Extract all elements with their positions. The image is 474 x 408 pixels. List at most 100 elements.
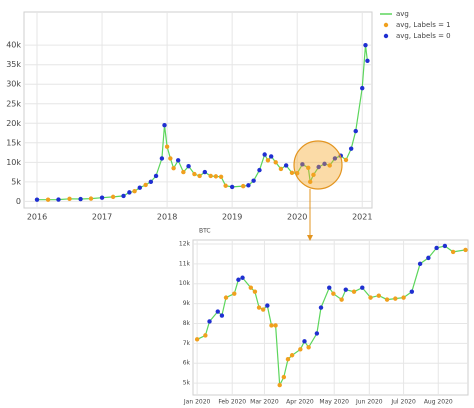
marker bbox=[164, 144, 170, 149]
marker bbox=[285, 357, 291, 362]
x-tick-label: Feb 2020 bbox=[218, 399, 246, 406]
marker bbox=[348, 146, 354, 151]
y-tick-label: 8k bbox=[183, 320, 191, 327]
marker bbox=[281, 374, 287, 380]
x-tick-label: 2021 bbox=[352, 213, 372, 222]
legend-label: avg, Labels = 1 bbox=[396, 21, 451, 29]
y-tick-label: 9k bbox=[183, 300, 191, 307]
marker bbox=[302, 339, 307, 344]
plot-frame bbox=[192, 239, 469, 396]
marker bbox=[401, 295, 406, 300]
y-tick-label: 10k bbox=[6, 158, 21, 167]
marker bbox=[327, 163, 332, 168]
marker bbox=[241, 183, 246, 189]
marker bbox=[268, 154, 274, 159]
legend-swatch bbox=[383, 33, 389, 39]
marker bbox=[442, 243, 448, 249]
marker bbox=[339, 297, 344, 302]
marker bbox=[168, 156, 173, 161]
marker bbox=[246, 183, 251, 188]
marker bbox=[219, 313, 225, 318]
y-tick-label: 5k bbox=[11, 177, 21, 186]
y-tick-label: 15k bbox=[6, 138, 21, 147]
marker bbox=[88, 196, 94, 201]
marker bbox=[327, 285, 332, 290]
marker bbox=[417, 261, 423, 267]
marker bbox=[215, 309, 220, 314]
y-tick-label: 7k bbox=[183, 340, 191, 347]
x-tick-label: 2016 bbox=[27, 213, 47, 222]
marker bbox=[240, 275, 245, 280]
marker bbox=[306, 165, 311, 170]
marker bbox=[289, 170, 295, 176]
marker bbox=[278, 166, 284, 172]
marker bbox=[298, 347, 303, 352]
marker bbox=[300, 162, 305, 167]
marker bbox=[351, 289, 357, 294]
marker bbox=[45, 197, 51, 202]
marker bbox=[368, 295, 373, 300]
marker bbox=[194, 337, 200, 342]
marker bbox=[202, 169, 208, 175]
x-tick-label: 2020 bbox=[287, 213, 307, 222]
marker bbox=[181, 169, 186, 175]
y-tick-label: 20k bbox=[6, 119, 21, 128]
highlight-circle bbox=[293, 140, 343, 190]
x-tick-label: 2017 bbox=[92, 213, 112, 222]
marker bbox=[269, 323, 274, 328]
y-tick-label: 0 bbox=[16, 197, 21, 206]
marker bbox=[232, 291, 237, 296]
marker bbox=[363, 42, 368, 48]
plot-frame bbox=[23, 11, 373, 209]
legend-swatch bbox=[383, 22, 389, 28]
marker bbox=[229, 184, 235, 190]
marker bbox=[78, 196, 83, 202]
marker bbox=[265, 158, 271, 163]
marker bbox=[121, 193, 126, 199]
legend-label: avg bbox=[396, 10, 409, 18]
series-line bbox=[37, 45, 368, 201]
marker bbox=[223, 183, 228, 188]
y-tick-label: 11k bbox=[179, 260, 191, 267]
marker bbox=[162, 123, 167, 128]
marker bbox=[143, 182, 148, 188]
marker bbox=[99, 195, 105, 200]
y-tick-label: 12k bbox=[179, 240, 191, 247]
marker bbox=[322, 161, 327, 167]
marker bbox=[218, 174, 224, 179]
marker bbox=[450, 249, 456, 255]
marker bbox=[353, 128, 358, 134]
y-tick-label: 25k bbox=[6, 99, 21, 108]
marker bbox=[360, 85, 365, 91]
zoom-arrowhead bbox=[307, 235, 313, 241]
y-tick-label: 40k bbox=[6, 41, 21, 50]
y-tick-label: 5k bbox=[183, 380, 191, 387]
marker bbox=[463, 247, 468, 253]
legend-label: avg, Labels = 0 bbox=[396, 32, 451, 40]
marker bbox=[67, 196, 72, 202]
marker bbox=[256, 305, 262, 310]
marker bbox=[203, 333, 208, 338]
x-tick-label: Apr 2020 bbox=[286, 399, 314, 406]
marker bbox=[175, 158, 181, 163]
marker bbox=[360, 285, 365, 290]
marker bbox=[376, 293, 382, 298]
marker bbox=[223, 295, 229, 300]
x-tick-label: May 2020 bbox=[319, 399, 349, 406]
marker bbox=[332, 156, 338, 161]
x-tick-label: Jul 2020 bbox=[390, 399, 416, 406]
y-tick-label: 35k bbox=[6, 60, 21, 69]
marker bbox=[197, 173, 202, 179]
marker bbox=[262, 152, 267, 157]
marker bbox=[132, 189, 137, 194]
x-tick-label: 2019 bbox=[222, 213, 242, 222]
marker bbox=[137, 185, 142, 190]
plots: 0 5k 10k 15k 20k 25k 30k 35k 40k 2016 2017 2018 2019… bbox=[6, 10, 469, 406]
marker bbox=[251, 178, 256, 183]
marker bbox=[331, 291, 336, 296]
marker bbox=[343, 287, 348, 292]
marker bbox=[283, 163, 289, 168]
marker bbox=[311, 172, 316, 178]
